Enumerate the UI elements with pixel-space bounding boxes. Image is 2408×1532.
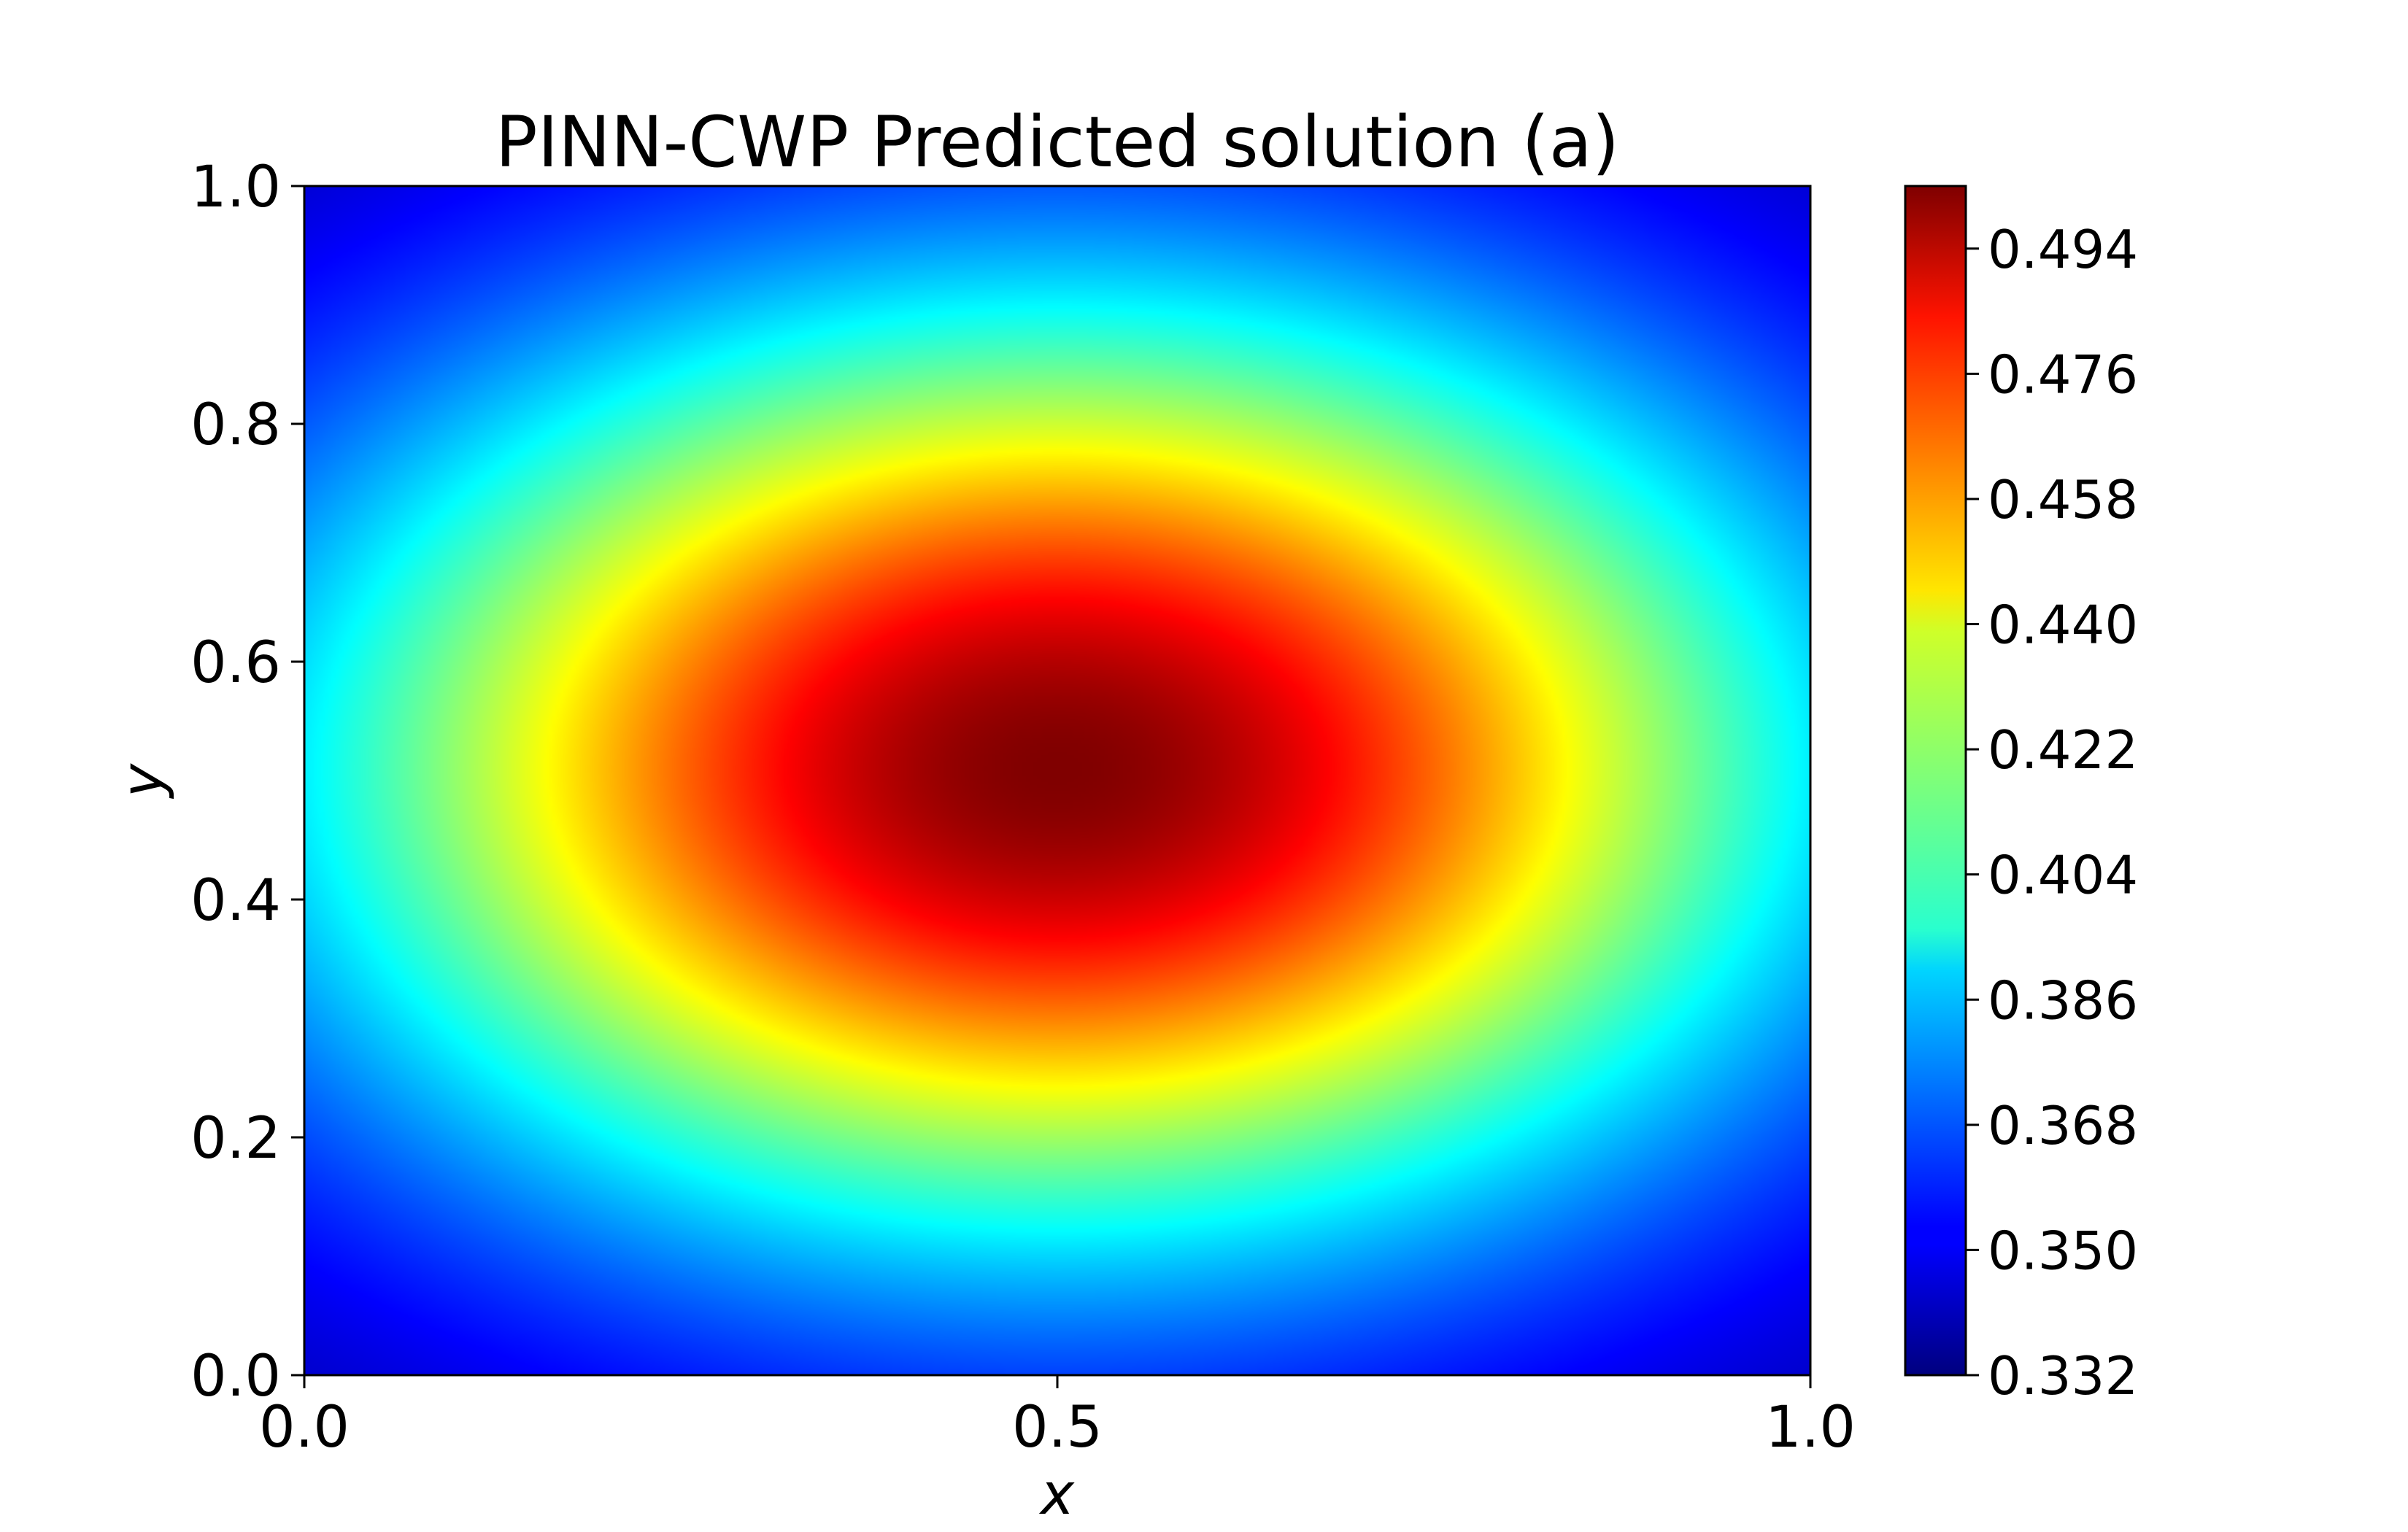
y-tick-label: 0.8 bbox=[190, 392, 281, 458]
chart-title: PINN-CWP Predicted solution (a) bbox=[495, 101, 1619, 183]
y-axis-label: y bbox=[110, 762, 176, 799]
heatmap-field bbox=[304, 186, 1810, 1375]
colorbar-tick-label: 0.386 bbox=[1988, 970, 2138, 1031]
colorbar-gradient bbox=[1904, 185, 1967, 1377]
y-tick-label: 0.6 bbox=[190, 630, 281, 696]
x-tick-label: 0.0 bbox=[259, 1395, 350, 1461]
y-tick-label: 0.2 bbox=[190, 1106, 281, 1172]
y-tick-label: 0.4 bbox=[190, 868, 281, 934]
x-tick-label: 1.0 bbox=[1765, 1395, 1856, 1461]
colorbar-tick-label: 0.332 bbox=[1988, 1345, 2138, 1407]
colorbar-tick-label: 0.404 bbox=[1988, 845, 2138, 906]
colorbar-tick-label: 0.440 bbox=[1988, 595, 2138, 656]
colorbar-tick-label: 0.458 bbox=[1988, 469, 2138, 530]
plot-area bbox=[304, 186, 1810, 1375]
colorbar: 0.332 0.350 0.368 0.386 0.404 0.422 0.440 0.458… bbox=[1904, 185, 2138, 1407]
x-tick-label: 0.5 bbox=[1012, 1395, 1103, 1461]
colorbar-tick-label: 0.494 bbox=[1988, 219, 2138, 280]
y-axis: 0.0 0.2 0.4 0.6 0.8 1.0 bbox=[190, 155, 304, 1409]
x-axis-label: x bbox=[1038, 1462, 1075, 1528]
colorbar-ticks: 0.332 0.350 0.368 0.386 0.404 0.422 0.440 0.458… bbox=[1966, 219, 2138, 1407]
y-tick-label: 1.0 bbox=[190, 155, 281, 220]
colorbar-tick-label: 0.476 bbox=[1988, 344, 2138, 405]
x-axis: 0.0 0.5 1.0 bbox=[259, 1375, 1856, 1461]
y-tick-label: 0.0 bbox=[190, 1344, 281, 1409]
colorbar-tick-label: 0.368 bbox=[1988, 1095, 2138, 1156]
colorbar-tick-label: 0.350 bbox=[1988, 1220, 2138, 1281]
colorbar-tick-label: 0.422 bbox=[1988, 719, 2138, 781]
